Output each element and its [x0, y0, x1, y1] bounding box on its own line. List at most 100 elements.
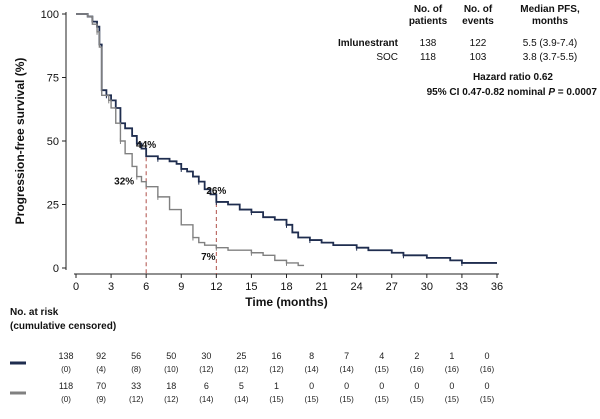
- risk-censored: (14): [340, 365, 355, 374]
- risk-count: 0: [484, 381, 489, 391]
- risk-count: 1: [274, 381, 279, 391]
- x-tick-label: 6: [143, 281, 149, 293]
- stats-header: events: [462, 16, 494, 27]
- risk-count: 138: [58, 351, 73, 361]
- percent-annotation: 7%: [201, 252, 216, 263]
- x-axis-title: Time (months): [245, 295, 327, 309]
- risk-censored: (16): [410, 365, 425, 374]
- risk-count: 0: [344, 381, 349, 391]
- risk-table-title: No. at risk: [10, 307, 59, 318]
- risk-censored: (8): [131, 365, 141, 374]
- km-curve-soc: [76, 13, 305, 267]
- risk-censored: (12): [234, 365, 249, 374]
- risk-count: 5: [239, 381, 244, 391]
- x-tick-label: 36: [491, 281, 503, 293]
- risk-count: 33: [131, 381, 141, 391]
- y-tick-label: 0: [53, 263, 59, 275]
- risk-count: 0: [449, 381, 454, 391]
- x-tick-label: 15: [245, 281, 257, 293]
- risk-censored: (15): [445, 395, 460, 404]
- percent-annotation: 26%: [206, 186, 226, 197]
- x-tick-label: 33: [456, 281, 468, 293]
- risk-table-subtitle: (cumulative censored): [10, 321, 116, 332]
- stats-header: Median PFS,: [520, 4, 580, 15]
- x-tick-label: 30: [421, 281, 433, 293]
- risk-count: 70: [96, 381, 106, 391]
- risk-censored: (14): [199, 395, 214, 404]
- risk-censored: (12): [269, 365, 284, 374]
- stats-median: 5.5 (3.9-7.4): [523, 38, 577, 49]
- risk-count: 25: [236, 351, 246, 361]
- risk-censored: (15): [375, 365, 390, 374]
- stats-patients: 118: [420, 52, 436, 63]
- y-axis-title: Progression-free survival (%): [13, 58, 27, 225]
- risk-count: 7: [344, 351, 349, 361]
- risk-count: 6: [204, 381, 209, 391]
- risk-count: 0: [484, 351, 489, 361]
- risk-count: 30: [201, 351, 211, 361]
- y-tick-label: 100: [41, 9, 59, 21]
- risk-count: 8: [309, 351, 314, 361]
- risk-censored: (12): [199, 365, 214, 374]
- p-value: = 0.0007: [555, 87, 597, 98]
- percent-annotation: 32%: [114, 177, 134, 188]
- risk-censored: (15): [480, 395, 495, 404]
- risk-count: 56: [131, 351, 141, 361]
- y-tick-label: 75: [47, 73, 59, 85]
- risk-count: 16: [271, 351, 281, 361]
- risk-censored: (14): [234, 395, 249, 404]
- risk-count: 0: [379, 381, 384, 391]
- risk-censored: (15): [340, 395, 355, 404]
- x-tick-label: 0: [73, 281, 79, 293]
- stats-events: 103: [470, 52, 487, 63]
- stats-patients: 138: [420, 38, 437, 49]
- risk-count: 92: [96, 351, 106, 361]
- risk-count: 50: [166, 351, 176, 361]
- x-tick-label: 3: [108, 281, 114, 293]
- stats-median: 3.8 (3.7-5.5): [523, 52, 577, 63]
- risk-censored: (15): [375, 395, 390, 404]
- x-tick-label: 12: [210, 281, 222, 293]
- risk-censored: (15): [304, 395, 319, 404]
- stats-group-label: Imlunestrant: [338, 38, 399, 49]
- risk-censored: (16): [480, 365, 495, 374]
- risk-count: 0: [309, 381, 314, 391]
- risk-censored: (15): [269, 395, 284, 404]
- p-label: P: [548, 87, 555, 98]
- risk-censored: (14): [304, 365, 319, 374]
- y-tick-label: 25: [47, 200, 59, 212]
- y-tick-label: 50: [47, 136, 59, 148]
- risk-count: 2: [414, 351, 419, 361]
- risk-count: 18: [166, 381, 176, 391]
- risk-censored: (10): [164, 365, 179, 374]
- risk-count: 118: [59, 381, 73, 391]
- risk-censored: (12): [164, 395, 179, 404]
- risk-count: 4: [379, 351, 384, 361]
- stats-events: 122: [470, 38, 487, 49]
- stats-header: patients: [409, 16, 448, 27]
- risk-censored: (0): [61, 395, 71, 404]
- hazard-ratio: Hazard ratio 0.62: [473, 72, 553, 83]
- stats-header: No. of: [414, 4, 443, 15]
- risk-censored: (0): [61, 365, 71, 374]
- x-tick-label: 27: [386, 281, 398, 293]
- risk-count: 0: [414, 381, 419, 391]
- stats-group-label: SOC: [376, 52, 398, 63]
- risk-count: 1: [449, 351, 454, 361]
- x-tick-label: 9: [178, 281, 184, 293]
- ci-range: 95% CI 0.47-0.82 nominal: [427, 87, 549, 98]
- risk-censored: (9): [96, 395, 106, 404]
- ci-text: 95% CI 0.47-0.82 nominal P = 0.0007: [427, 87, 598, 98]
- risk-censored: (15): [410, 395, 425, 404]
- km-curve-imlunestrant: [76, 13, 497, 264]
- x-tick-label: 18: [280, 281, 292, 293]
- x-tick-label: 24: [351, 281, 363, 293]
- stats-header: months: [532, 16, 569, 27]
- risk-censored: (16): [445, 365, 460, 374]
- risk-censored: (12): [129, 395, 144, 404]
- percent-annotation: 44%: [136, 140, 156, 151]
- risk-censored: (4): [96, 365, 106, 374]
- stats-header: No. of: [464, 4, 493, 15]
